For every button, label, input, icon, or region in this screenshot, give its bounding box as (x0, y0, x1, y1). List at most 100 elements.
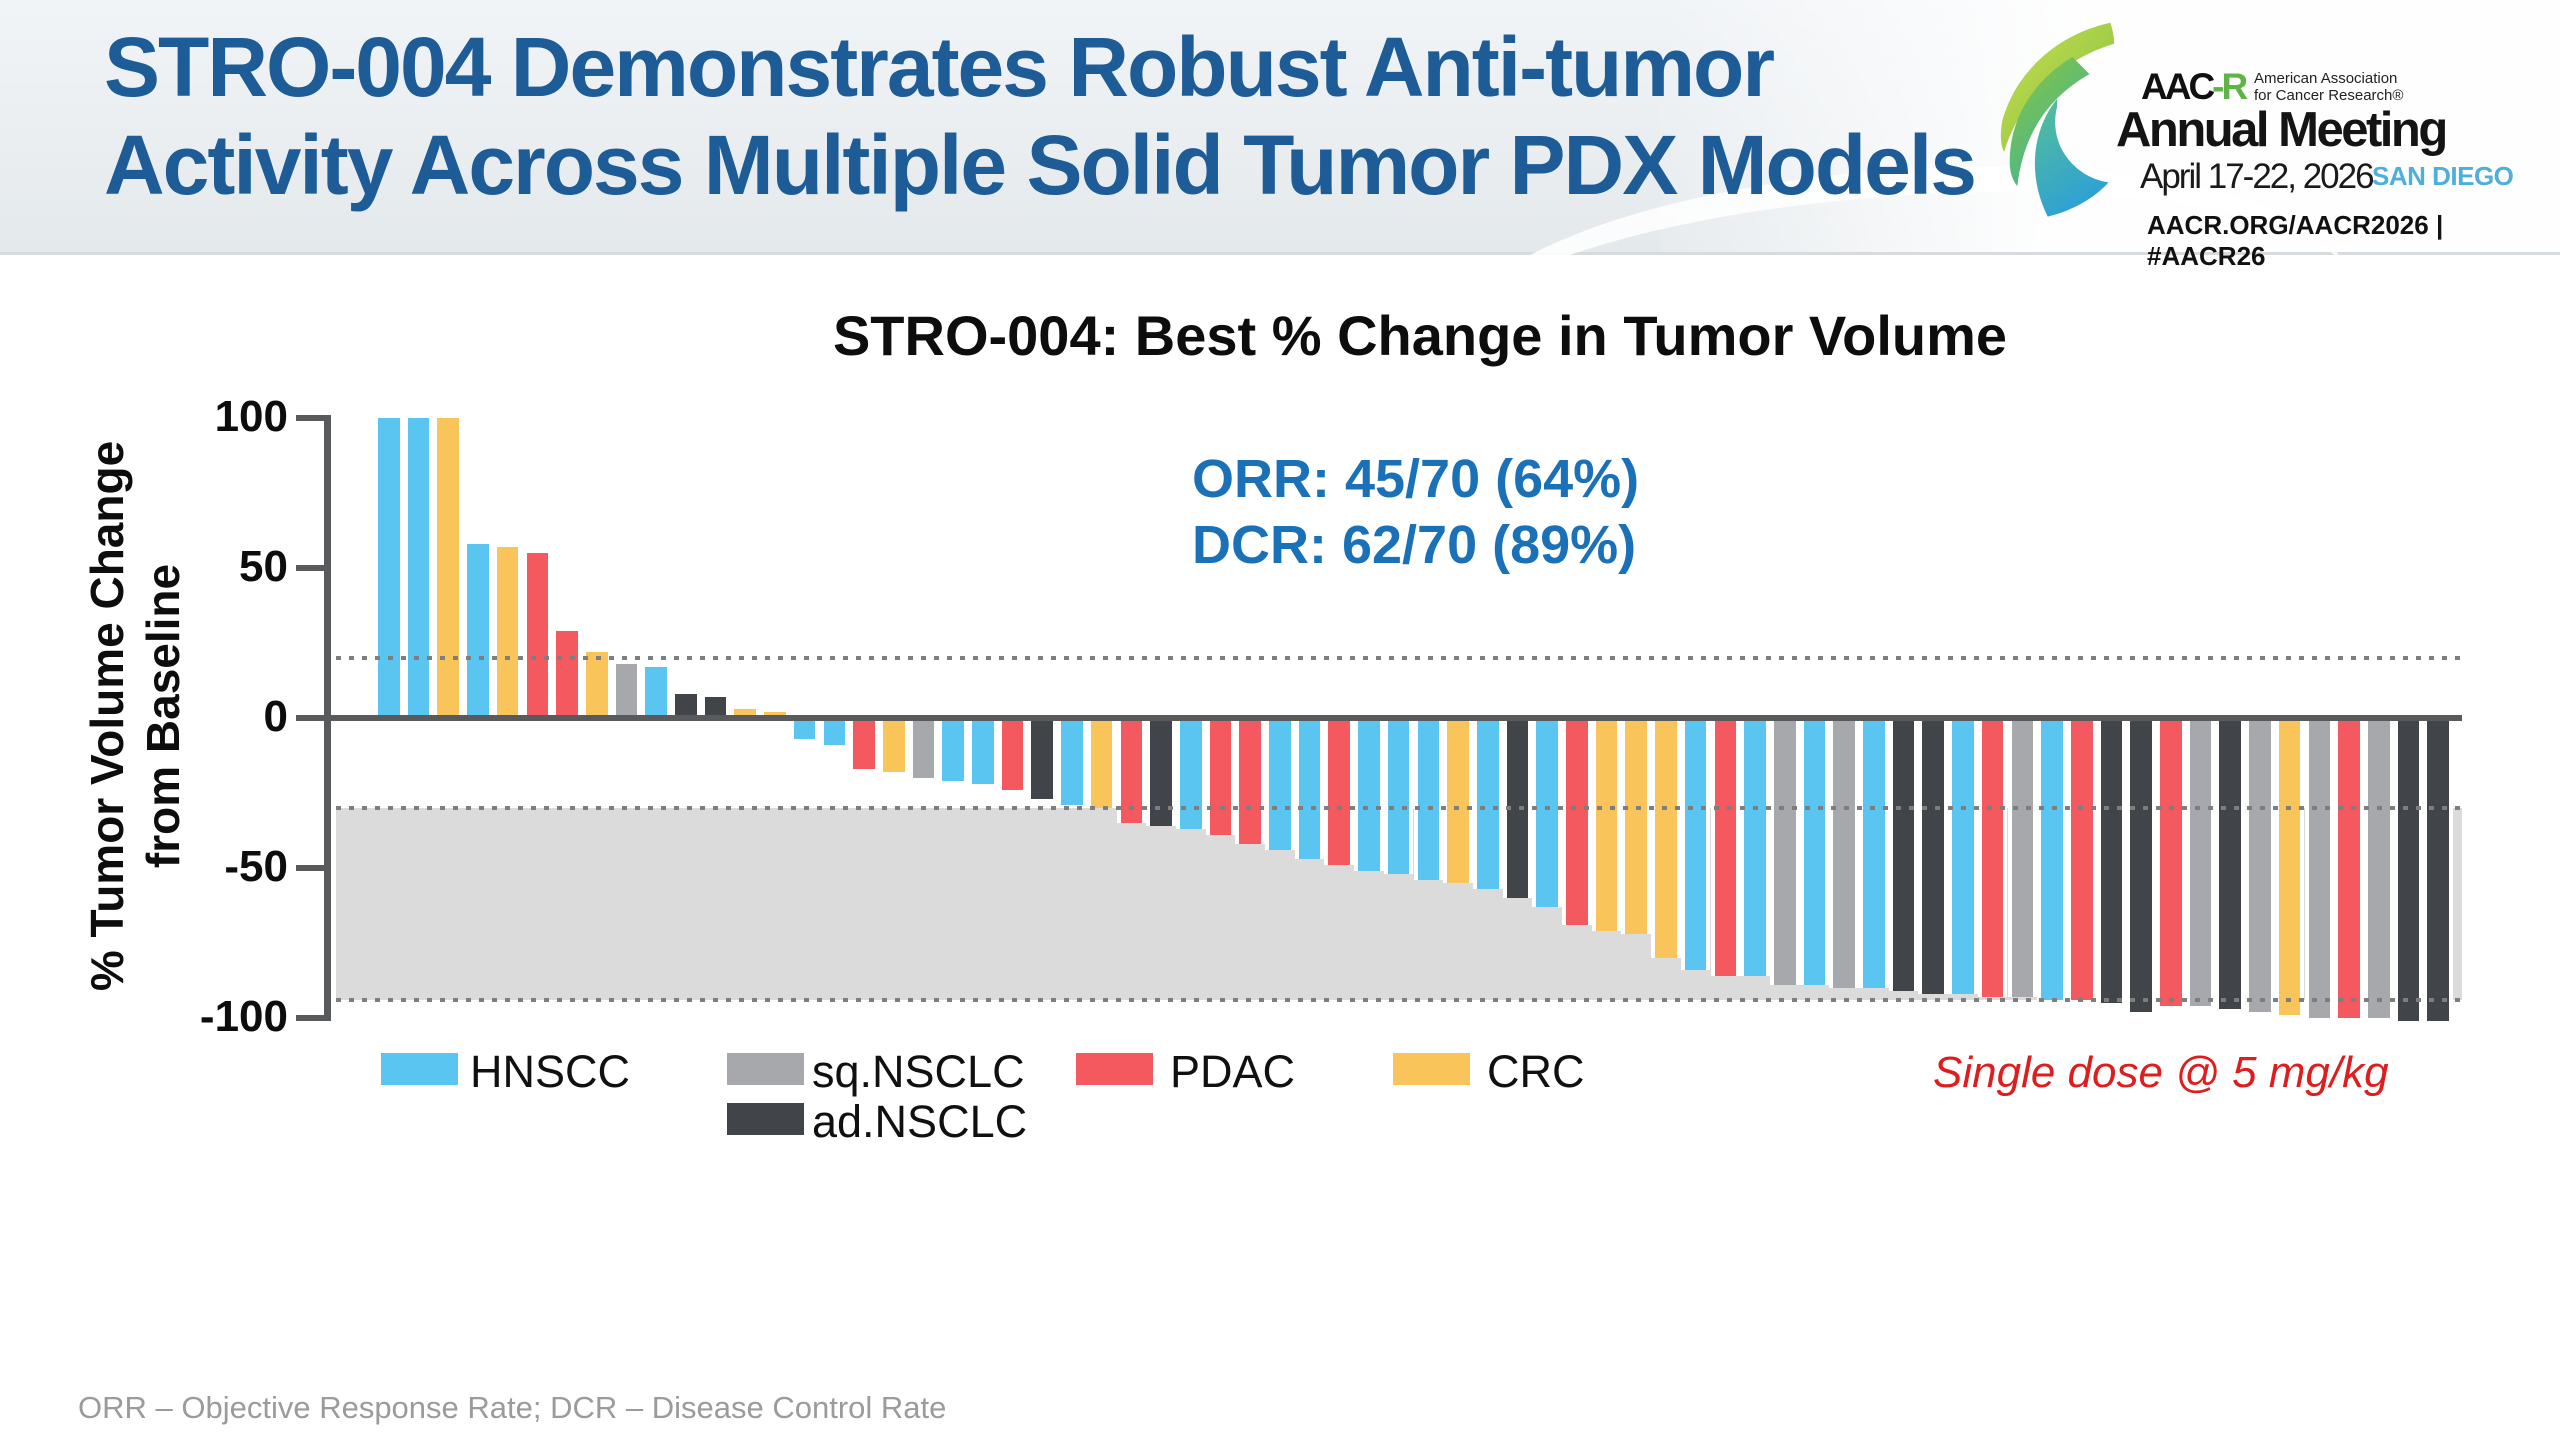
waterfall-bar-HNSCC (463, 544, 493, 721)
legend-swatch-sq.NSCLC (727, 1053, 804, 1085)
bar-fill (1655, 718, 1677, 958)
aacr-association-line1: American Association (2254, 70, 2398, 87)
waterfall-bar-CRC (1086, 718, 1117, 808)
waterfall-bar-ad.NSCLC (1888, 718, 1919, 991)
bar-fill (407, 418, 430, 721)
waterfall-bar-CRC (1621, 718, 1652, 934)
waterfall-bar-HNSCC (1948, 718, 1978, 994)
baseline-zero-line (324, 715, 2462, 721)
bar-fill (1209, 718, 1232, 835)
bar-fill (1922, 718, 1945, 994)
aacr-event-city: SAN DIEGO (2372, 161, 2514, 191)
legend-label-PDAC: PDAC (1170, 1046, 1296, 1097)
waterfall-bar-HNSCC (938, 718, 968, 781)
bar-fill (1090, 718, 1113, 808)
bar-fill (1892, 718, 1915, 991)
legend-label-CRC: CRC (1487, 1046, 1585, 1097)
waterfall-bar-HNSCC (1680, 718, 1711, 970)
waterfall-bar-PDAC (1116, 718, 1147, 823)
waterfall-bar-CRC (1651, 718, 1681, 958)
bar-fill (2219, 718, 2242, 1009)
bar-fill (1536, 718, 1558, 907)
bar-fill (912, 718, 935, 778)
bar-fill (1417, 718, 1440, 880)
legend-label-ad.NSCLC: ad.NSCLC (812, 1096, 1028, 1147)
bar-fill (1120, 718, 1143, 823)
waterfall-bar-PDAC (2334, 718, 2364, 1018)
waterfall-bar-HNSCC (374, 418, 404, 721)
waterfall-bar-PDAC (1562, 718, 1592, 925)
bar-fill (526, 553, 549, 721)
slide-title-line1: STRO-004 Demonstrates Robust Anti-tumor (104, 20, 1775, 114)
bar-fill (2011, 718, 2034, 997)
waterfall-bar-PDAC (1235, 718, 1265, 844)
waterfall-bar-PDAC (1710, 718, 1741, 976)
waterfall-bar-HNSCC (403, 418, 434, 721)
y-tick-mark (296, 1015, 324, 1021)
bar-fill (2249, 718, 2271, 1012)
bar-fill (1595, 718, 1618, 931)
bar-fill (793, 718, 816, 739)
aacr-event-dates: April 17-22, 2026 (2140, 157, 2375, 196)
aacr-wordmark-green: -R (2212, 66, 2248, 107)
bar-fill (853, 718, 875, 769)
bar-fill (1714, 718, 1737, 976)
legend-label-HNSCC: HNSCC (470, 1046, 631, 1097)
waterfall-bar-HNSCC (968, 718, 998, 784)
legend-swatch-HNSCC (381, 1053, 458, 1085)
slide-title: STRO-004 Demonstrates Robust Anti-tumor … (104, 18, 1977, 214)
bar-fill (2397, 718, 2420, 1021)
bar-fill (942, 718, 964, 781)
aacr-swoosh-icon (2000, 22, 2115, 217)
header-band: STRO-004 Demonstrates Robust Anti-tumor … (0, 0, 2560, 488)
waterfall-bar-sq.NSCLC (2185, 718, 2216, 1006)
response-rate-annotation: ORR: 45/70 (64%) DCR: 62/70 (89%) (1192, 446, 1639, 578)
dotted-reference-line--30 (336, 806, 2462, 810)
orr-line: ORR: 45/70 (64%) (1192, 449, 1640, 509)
aacr-tagline: AACR.ORG/AACR2026 | #AACR26 (2147, 210, 2444, 271)
bar-fill (2338, 718, 2360, 1018)
footer-abbreviations: ORR – Objective Response Rate; DCR – Dis… (78, 1390, 947, 1425)
chart-title: STRO-004: Best % Change in Tumor Volume (832, 304, 2008, 367)
y-tick-mark (296, 565, 324, 571)
bar-fill (2189, 718, 2212, 1006)
bar-fill (615, 664, 638, 721)
waterfall-bar-HNSCC (819, 718, 850, 745)
waterfall-bar-HNSCC (1057, 718, 1087, 805)
bar-fill (675, 694, 697, 721)
waterfall-bar-sq.NSCLC (908, 718, 939, 778)
bar-fill (2278, 718, 2301, 1015)
bar-fill (1566, 718, 1588, 925)
bar-fill (1269, 718, 1291, 850)
waterfall-bar-ad.NSCLC (1918, 718, 1949, 994)
legend-swatch-PDAC (1076, 1053, 1153, 1085)
waterfall-bar-HNSCC (1265, 718, 1295, 850)
y-tick-mark (296, 415, 324, 421)
slide-title-line2: Activity Across Multiple Solid Tumor PDX… (104, 118, 1977, 212)
waterfall-bar-sq.NSCLC (1829, 718, 1859, 988)
waterfall-bar-PDAC (1324, 718, 1355, 865)
bar-fill (1625, 718, 1648, 934)
y-tick-label: -100 (199, 992, 288, 1041)
dotted-reference-line-20 (336, 656, 2462, 660)
y-tick-mark (296, 715, 324, 721)
bar-fill (972, 718, 994, 784)
bar-fill (2308, 718, 2331, 1018)
waterfall-bar-HNSCC (2037, 718, 2067, 1000)
bar-fill (2160, 718, 2182, 1006)
waterfall-bar-CRC (1443, 718, 1473, 883)
bar-fill (1833, 718, 1855, 988)
waterfall-bar-CRC (492, 547, 523, 721)
bar-fill (2070, 718, 2093, 1000)
waterfall-bar-PDAC (1977, 718, 2008, 997)
bar-fill (1447, 718, 1469, 883)
waterfall-bar-HNSCC (1859, 718, 1889, 988)
bar-fill (2041, 718, 2063, 1000)
bar-fill (1476, 718, 1499, 889)
bar-fill (2130, 718, 2152, 1012)
bar-fill (1684, 718, 1707, 970)
bar-fill (1001, 718, 1024, 790)
waterfall-bar-CRC (433, 418, 464, 721)
bar-fill (1387, 718, 1410, 874)
